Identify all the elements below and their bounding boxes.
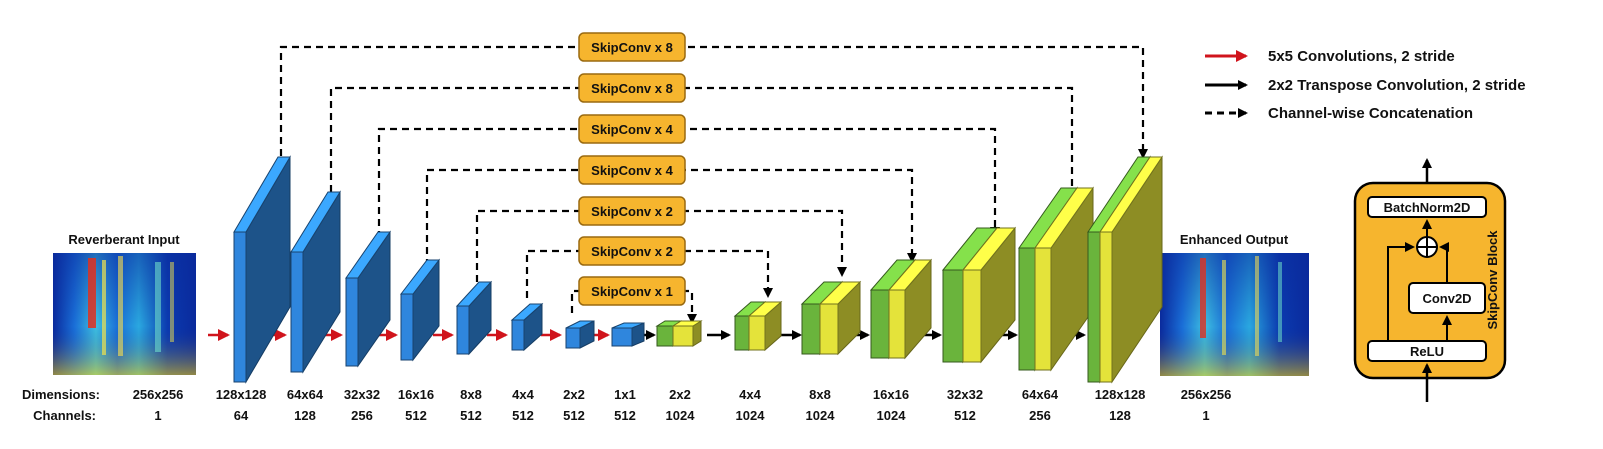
skipconv-box-7: SkipConv x 1 xyxy=(578,276,686,306)
decoder-dimension-4: 16x16 xyxy=(873,387,909,402)
decoder-dimension-5: 32x32 xyxy=(947,387,983,402)
decoder-block-6 xyxy=(1018,186,1094,372)
decoder-block-2 xyxy=(733,300,783,352)
encoder-dimension-3: 32x32 xyxy=(344,387,380,402)
batchnorm-label: BatchNorm2D xyxy=(1384,200,1471,215)
skipconv-block-title: SkipConv Block xyxy=(1485,230,1500,330)
encoder-block-4 xyxy=(399,258,441,362)
skip-connection-2 xyxy=(329,86,1077,204)
encoder-dimension-5: 8x8 xyxy=(460,387,482,402)
channels-row-label: Channels: xyxy=(33,408,96,423)
encoder-channels-1: 64 xyxy=(234,408,249,423)
encoder-channels-2: 128 xyxy=(294,408,316,423)
output-title: Enhanced Output xyxy=(1180,232,1289,247)
encoder-channels-4: 512 xyxy=(405,408,427,423)
decoder-block-7 xyxy=(1087,155,1163,384)
skipconv-label-6: SkipConv x 2 xyxy=(591,244,673,259)
encoder-dimension-7: 2x2 xyxy=(563,387,585,402)
encoder-block-7 xyxy=(565,320,595,349)
legend-label-transpose: 2x2 Transpose Convolution, 2 stride xyxy=(1268,77,1526,94)
legend-label-concat: Channel-wise Concatenation xyxy=(1268,105,1473,122)
encoder-block-3 xyxy=(345,230,391,368)
encoder-block-6 xyxy=(510,302,544,352)
decoder-channels-6: 256 xyxy=(1029,408,1051,423)
skip-connection-7 xyxy=(570,289,697,324)
decoder-block-3 xyxy=(800,280,862,356)
legend-label-conv: 5x5 Convolutions, 2 stride xyxy=(1268,48,1455,65)
conv2d-label: Conv2D xyxy=(1422,291,1471,306)
decoder-channels-7: 128 xyxy=(1109,408,1131,423)
reverberant-input-spectrogram xyxy=(53,253,196,375)
encoder-channels-8: 512 xyxy=(614,408,636,423)
decoder-block-5 xyxy=(941,226,1017,364)
encoder-dimension-6: 4x4 xyxy=(512,387,534,402)
enhanced-output-spectrogram xyxy=(1160,253,1309,376)
decoder-dimension-7: 128x128 xyxy=(1095,387,1146,402)
decoder-channels-5: 512 xyxy=(954,408,976,423)
skipconv-label-4: SkipConv x 4 xyxy=(591,163,673,178)
decoder-dimension-6: 64x64 xyxy=(1022,387,1059,402)
skipconv-box-5: SkipConv x 2 xyxy=(578,196,686,226)
encoder-dimension-4: 16x16 xyxy=(398,387,434,402)
input-channels: 1 xyxy=(154,408,161,423)
skipconv-label-1: SkipConv x 8 xyxy=(591,40,673,55)
encoder-block-2 xyxy=(290,190,341,374)
skipconv-box-2: SkipConv x 8 xyxy=(578,73,686,103)
encoder-channels-7: 512 xyxy=(563,408,585,423)
skipconv-block-diagram: BatchNorm2D Conv2D ReLU SkipConv Block xyxy=(1353,158,1507,402)
skipconv-label-2: SkipConv x 8 xyxy=(591,81,673,96)
encoder-block-1 xyxy=(233,155,291,384)
output-dimension: 256x256 xyxy=(1181,387,1232,402)
legend: 5x5 Convolutions, 2 stride 2x2 Transpose… xyxy=(1205,48,1526,122)
skip-connection-3 xyxy=(377,127,1000,238)
decoder-channels-3: 1024 xyxy=(806,408,836,423)
decoder-channels-4: 1024 xyxy=(877,408,907,423)
skipconv-box-1: SkipConv x 8 xyxy=(578,32,686,62)
encoder-channels-6: 512 xyxy=(512,408,534,423)
dimensions-row-label: Dimensions: xyxy=(22,387,100,402)
input-dimension: 256x256 xyxy=(133,387,184,402)
decoder-block-4 xyxy=(869,258,933,360)
encoder-channels-3: 256 xyxy=(351,408,373,423)
output-channels: 1 xyxy=(1202,408,1209,423)
skipconv-label-5: SkipConv x 2 xyxy=(591,204,673,219)
decoder-dimension-1: 2x2 xyxy=(669,387,691,402)
relu-label: ReLU xyxy=(1410,344,1444,359)
input-title: Reverberant Input xyxy=(68,232,180,247)
encoder-channels-5: 512 xyxy=(460,408,482,423)
encoder-dimension-8: 1x1 xyxy=(614,387,636,402)
decoder-dimension-2: 4x4 xyxy=(739,387,761,402)
decoder-channels-2: 1024 xyxy=(736,408,766,423)
skipconv-box-6: SkipConv x 2 xyxy=(578,236,686,266)
encoder-dimension-2: 64x64 xyxy=(287,387,324,402)
decoder-channels-1: 1024 xyxy=(666,408,696,423)
encoder-dimension-1: 128x128 xyxy=(216,387,267,402)
skipconv-box-4: SkipConv x 4 xyxy=(578,155,686,185)
skipconv-label-3: SkipConv x 4 xyxy=(591,122,673,137)
skip-connection-1 xyxy=(279,45,1148,159)
skipconv-box-3: SkipConv x 4 xyxy=(578,114,686,144)
decoder-dimension-3: 8x8 xyxy=(809,387,831,402)
decoder-block-1 xyxy=(655,320,703,347)
encoder-block-8 xyxy=(611,322,645,347)
skipconv-label-7: SkipConv x 1 xyxy=(591,284,673,299)
encoder-block-5 xyxy=(455,280,493,356)
